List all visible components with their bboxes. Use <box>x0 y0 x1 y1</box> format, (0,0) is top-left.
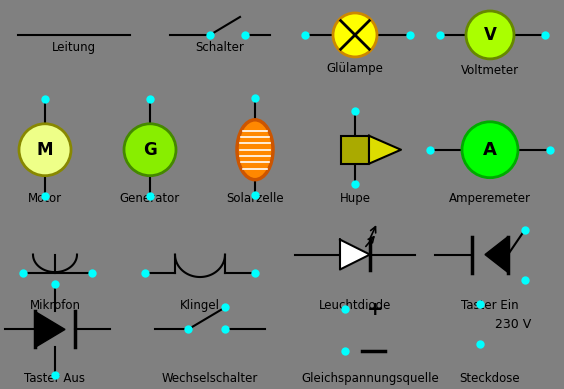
Text: Gleichspannungsquelle: Gleichspannungsquelle <box>301 372 439 385</box>
Polygon shape <box>485 237 508 273</box>
Text: Leuchtdiode: Leuchtdiode <box>319 300 391 312</box>
Text: Taster Aus: Taster Aus <box>24 372 86 385</box>
Text: 230 V: 230 V <box>495 318 531 331</box>
Polygon shape <box>35 312 65 347</box>
Text: V: V <box>483 26 496 44</box>
Polygon shape <box>340 240 370 270</box>
Text: Mikrofon: Mikrofon <box>29 300 81 312</box>
Text: Motor: Motor <box>28 192 62 205</box>
Text: Generator: Generator <box>120 192 180 205</box>
Text: M: M <box>37 141 53 159</box>
Bar <box>341 136 369 164</box>
Circle shape <box>462 122 518 178</box>
Text: Solarzelle: Solarzelle <box>226 192 284 205</box>
Ellipse shape <box>237 120 273 180</box>
Text: Voltmeter: Voltmeter <box>461 64 519 77</box>
Text: G: G <box>143 141 157 159</box>
Text: A: A <box>483 141 497 159</box>
Text: Glülampe: Glülampe <box>327 62 384 75</box>
Text: Leitung: Leitung <box>52 41 96 54</box>
Circle shape <box>466 11 514 59</box>
Text: Steckdose: Steckdose <box>460 372 521 385</box>
Text: Amperemeter: Amperemeter <box>449 192 531 205</box>
Text: Taster Ein: Taster Ein <box>461 300 519 312</box>
Text: Wechselschalter: Wechselschalter <box>162 372 258 385</box>
Circle shape <box>19 124 71 176</box>
Circle shape <box>333 13 377 57</box>
Circle shape <box>124 124 176 176</box>
Polygon shape <box>369 136 401 164</box>
Text: Klingel: Klingel <box>180 300 220 312</box>
Text: Schalter: Schalter <box>196 41 244 54</box>
Text: +: + <box>367 300 384 319</box>
Text: Hupe: Hupe <box>340 192 371 205</box>
